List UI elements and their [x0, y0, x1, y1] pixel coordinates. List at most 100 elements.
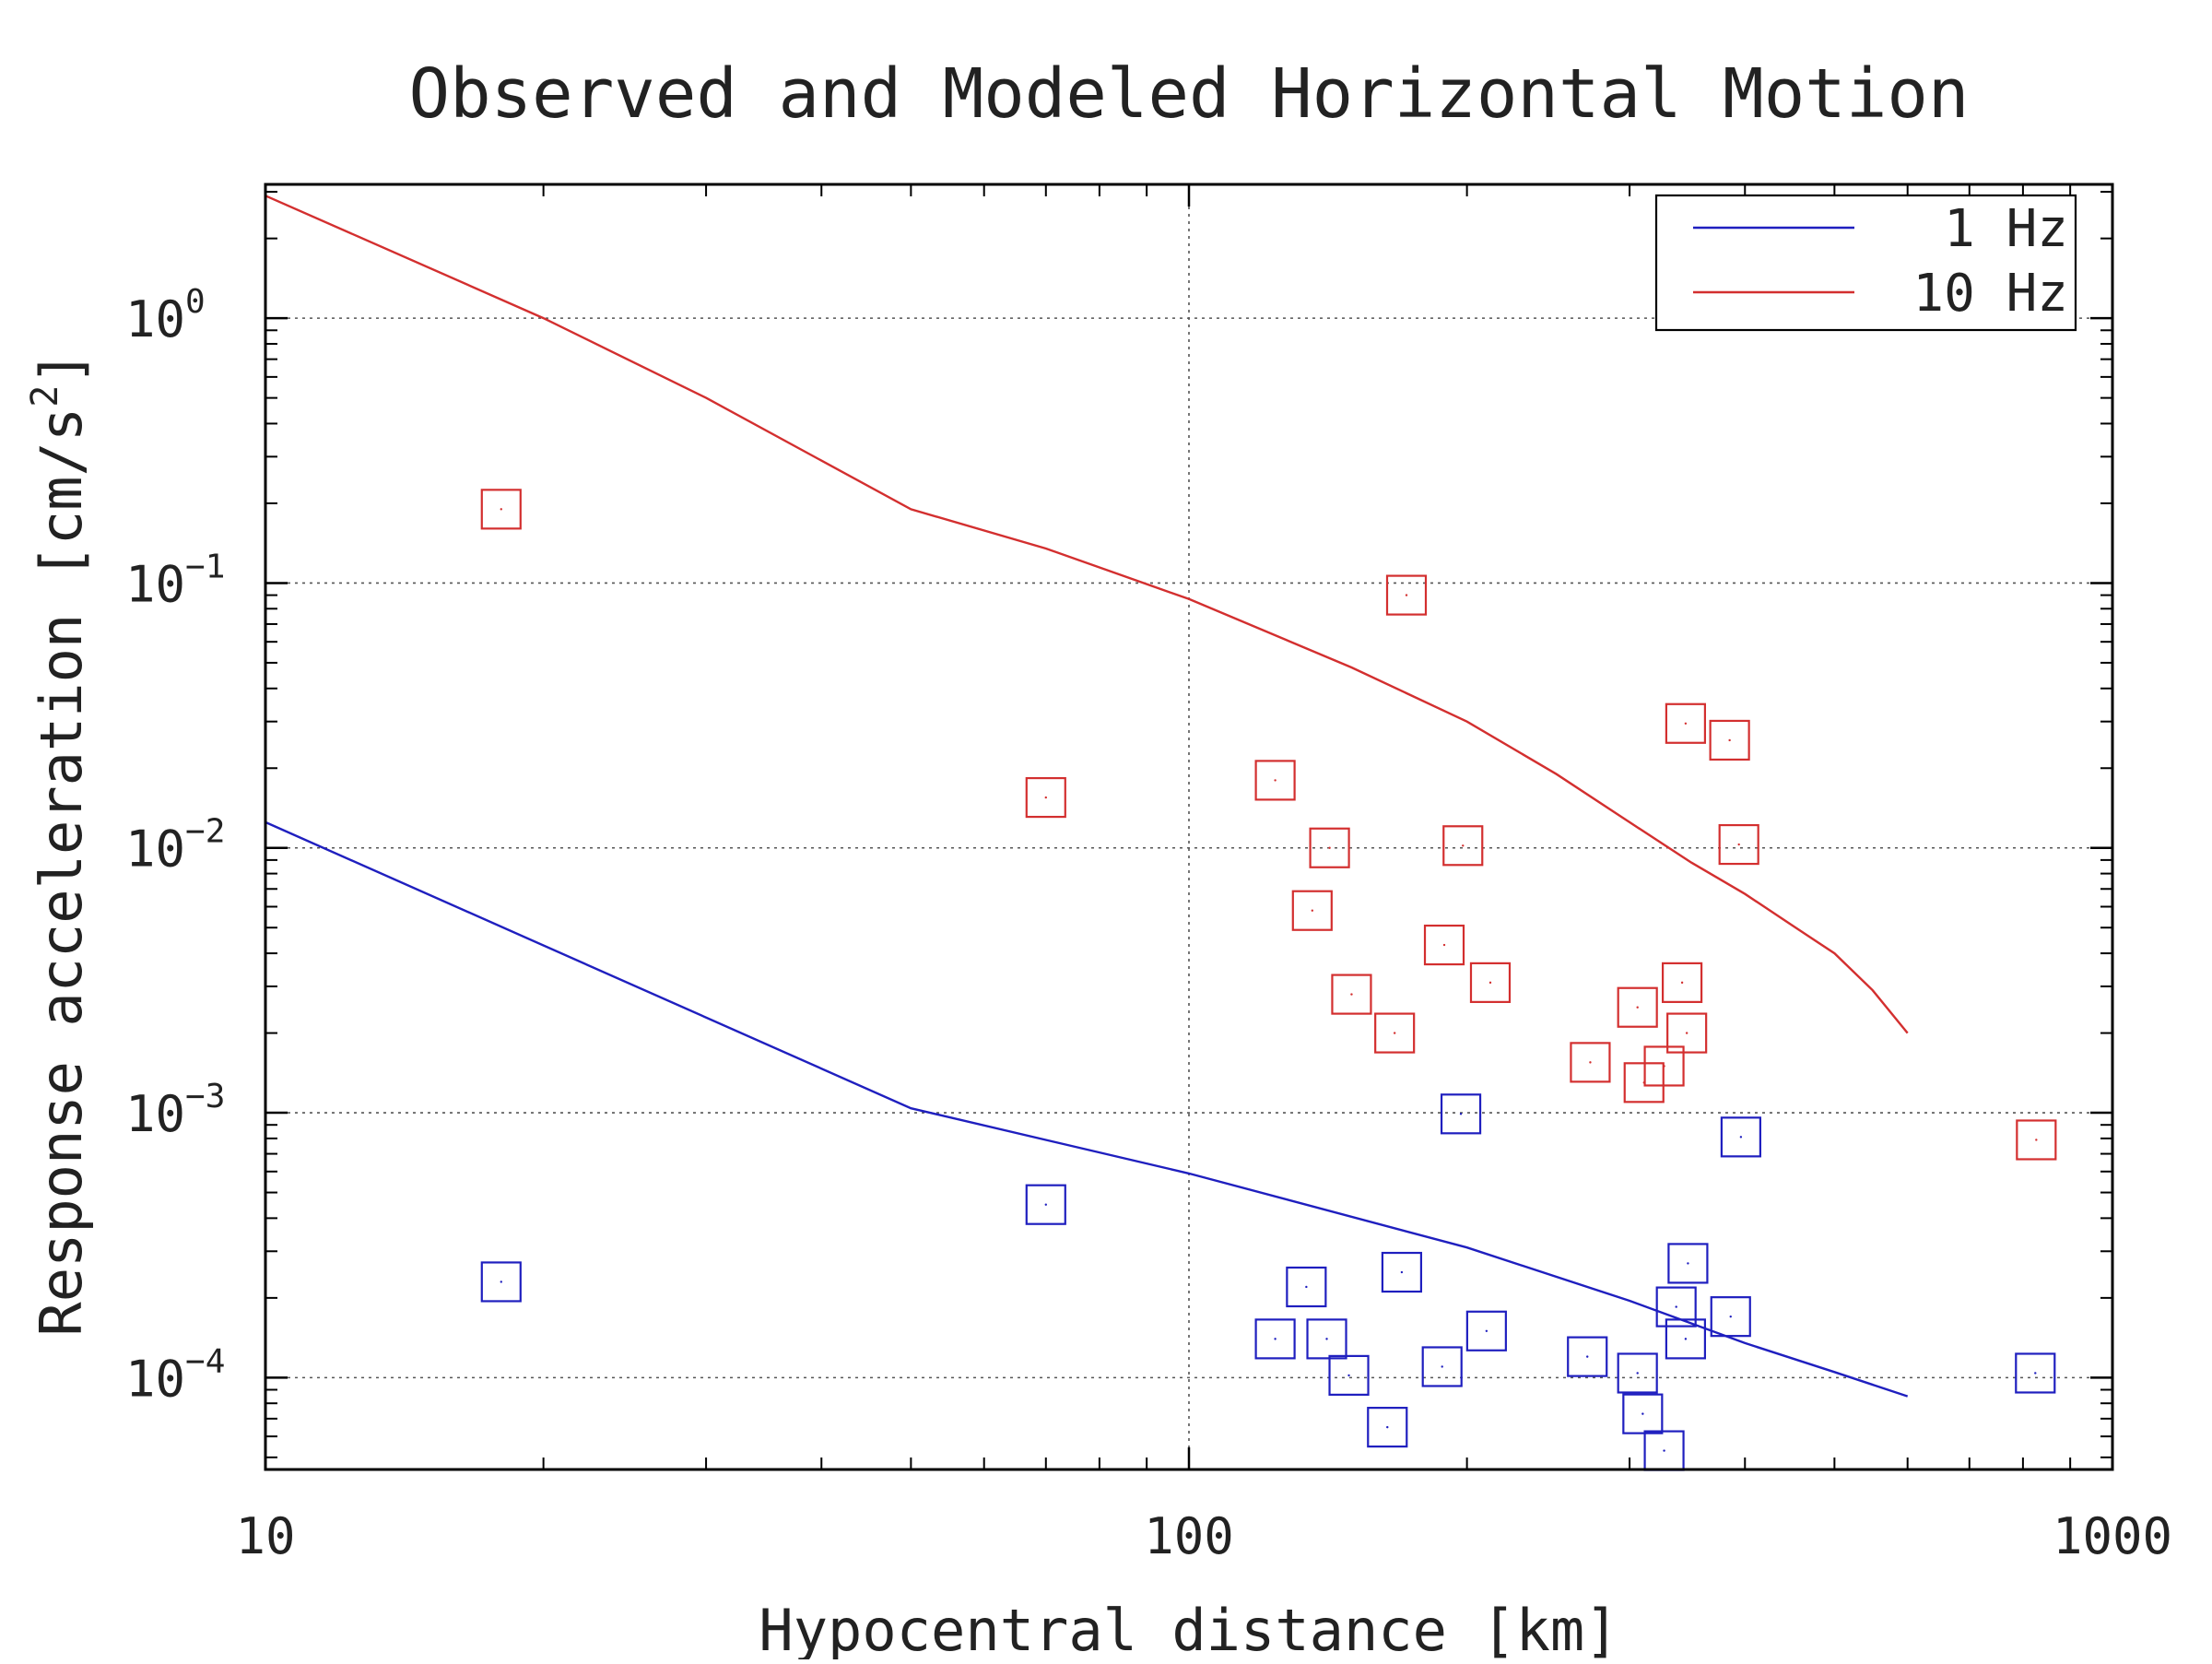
- series-layer: [265, 195, 2057, 1471]
- data-point: [2015, 1352, 2056, 1394]
- data-point: [1570, 1042, 1611, 1083]
- y-tick-label: 10−2: [125, 813, 225, 879]
- data-point: [1421, 1346, 1463, 1387]
- data-point: [1254, 760, 1296, 801]
- x-axis-label: Hypocentral distance [km]: [759, 1597, 1618, 1659]
- y-tick-label-base: 10: [125, 1085, 185, 1143]
- data-point: [1309, 827, 1350, 868]
- data-point-center: [1636, 1006, 1639, 1009]
- y-tick-label-exponent: −2: [185, 813, 225, 851]
- data-point-center: [2035, 1139, 2038, 1141]
- series-10-hz: [265, 195, 2057, 1161]
- data-point: [1710, 1296, 1751, 1338]
- data-point-center: [1680, 981, 1684, 985]
- data-point: [1661, 962, 1703, 1003]
- data-point: [1567, 1336, 1608, 1377]
- data-point: [1381, 1251, 1423, 1293]
- y-tick-label-base: 10: [125, 555, 185, 613]
- legend-label: 1 Hz: [1944, 199, 2068, 259]
- y-tick-label-exponent: −3: [185, 1078, 225, 1115]
- data-point-center: [1400, 1270, 1404, 1274]
- data-point: [1367, 1407, 1408, 1448]
- data-point-center: [1044, 1203, 1047, 1206]
- data-point-center: [1685, 1032, 1688, 1034]
- x-tick-label: 10: [235, 1507, 295, 1565]
- data-point: [1025, 776, 1066, 819]
- data-point-center: [1675, 1305, 1677, 1308]
- data-point: [1442, 825, 1484, 867]
- data-point-center: [1684, 1338, 1688, 1340]
- legend-label: 10 Hz: [1912, 264, 2068, 324]
- data-point-center: [1636, 1372, 1639, 1375]
- y-tick-label: 10−4: [125, 1342, 225, 1408]
- data-point: [1655, 1286, 1697, 1328]
- y-tick-label-exponent: −4: [185, 1342, 225, 1380]
- data-point: [1617, 1352, 1658, 1394]
- data-point: [1291, 890, 1333, 931]
- data-point-center: [1347, 1374, 1350, 1377]
- data-point-center: [1663, 1065, 1665, 1068]
- grid: [265, 184, 2112, 1469]
- legend-box: [1654, 194, 2077, 332]
- y-tick-label-exponent: −1: [185, 548, 225, 585]
- data-point: [1025, 1184, 1066, 1225]
- data-point: [1385, 574, 1428, 616]
- data-point-center: [500, 508, 502, 511]
- y-tick-label: 10−3: [125, 1078, 225, 1143]
- data-point: [480, 489, 522, 530]
- data-point-center: [1737, 843, 1740, 846]
- data-point: [480, 1261, 522, 1303]
- chart-title: Observed and Modeled Horizontal Motion: [409, 54, 1970, 134]
- data-point-center: [1589, 1061, 1592, 1064]
- data-point-center: [1311, 909, 1314, 912]
- data-point: [1328, 1354, 1370, 1396]
- data-point: [1720, 1116, 1761, 1158]
- data-point: [1665, 702, 1706, 744]
- data-point-center: [1274, 779, 1277, 782]
- plot-frame: [264, 183, 2114, 1471]
- data-point-center: [1739, 1136, 1743, 1139]
- y-axis-label: Response acceleration [cm/s2]: [24, 350, 95, 1336]
- y-tick-label-base: 10: [125, 1350, 185, 1408]
- model-line-10-hz: [265, 195, 1909, 1034]
- y-tick-label-base: 10: [125, 290, 185, 348]
- data-point: [1665, 1318, 1706, 1360]
- y-tick-label: 10−1: [125, 548, 225, 613]
- data-point-center: [1485, 1329, 1488, 1332]
- data-point: [1666, 1012, 1708, 1054]
- data-point: [1617, 986, 1658, 1028]
- data-point-center: [1687, 1262, 1689, 1265]
- data-point: [1718, 823, 1759, 866]
- data-point-center: [1305, 1285, 1308, 1289]
- data-point-center: [1459, 1113, 1463, 1115]
- data-point: [1469, 962, 1512, 1003]
- data-point-center: [1684, 722, 1688, 725]
- data-point: [1709, 719, 1750, 761]
- data-point-center: [1328, 846, 1331, 849]
- data-point: [1254, 1318, 1296, 1360]
- data-point-center: [1386, 1425, 1389, 1429]
- data-point: [1667, 1243, 1709, 1284]
- data-point-center: [1441, 1365, 1443, 1368]
- y-axis-label-main: Response acceleration [cm/s: [28, 407, 95, 1337]
- x-tick-labels: 10 100 1000: [235, 1507, 2172, 1565]
- y-tick-label-base: 10: [125, 820, 185, 879]
- data-point-center: [1641, 1412, 1644, 1415]
- data-point-center: [1325, 1338, 1328, 1340]
- data-point: [1286, 1266, 1327, 1308]
- data-point-center: [1274, 1338, 1277, 1340]
- model-line-1-hz: [265, 820, 1909, 1398]
- data-point-center: [1462, 844, 1465, 847]
- data-point-center: [2034, 1372, 2037, 1375]
- data-point-center: [1350, 993, 1353, 996]
- data-point-center: [1663, 1449, 1665, 1452]
- data-point: [1306, 1318, 1347, 1360]
- series-1-hz: [265, 820, 2056, 1471]
- data-point: [1465, 1310, 1507, 1351]
- data-point: [2016, 1119, 2057, 1161]
- data-point-center: [1586, 1355, 1589, 1358]
- y-axis-label-suffix: ]: [28, 350, 95, 384]
